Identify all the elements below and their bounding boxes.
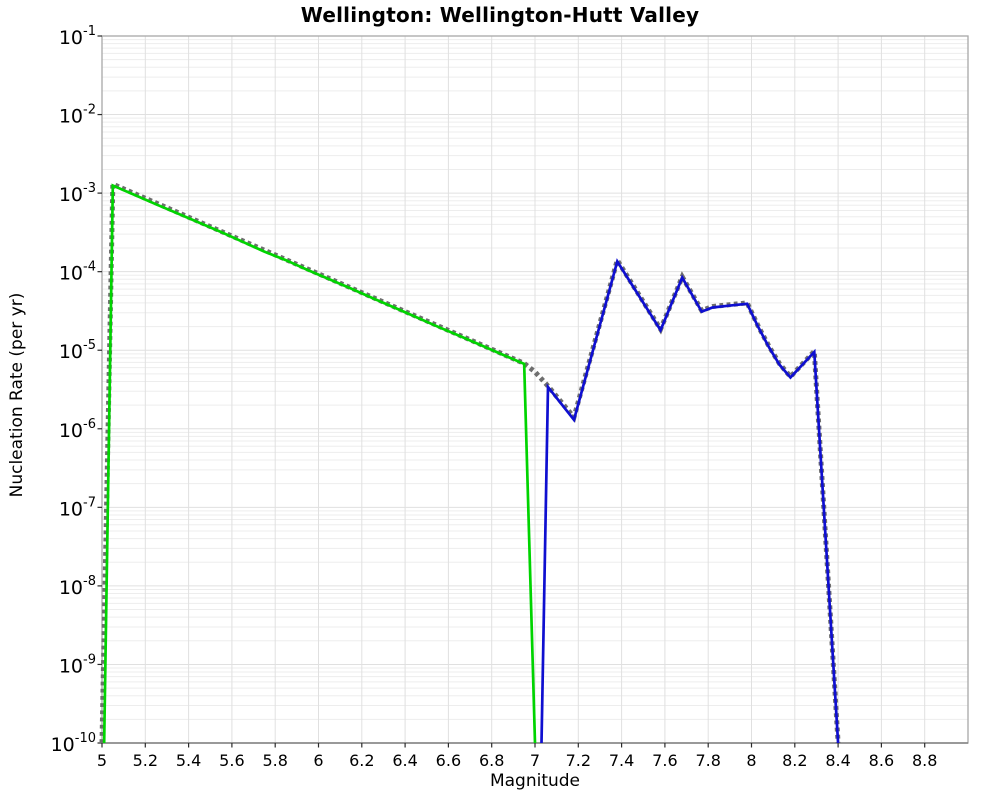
x-tick-label: 5 bbox=[97, 751, 107, 770]
y-tick-label: 10-1 bbox=[59, 24, 96, 49]
x-tick-label: 5.4 bbox=[176, 751, 201, 770]
x-tick-label: 5.8 bbox=[262, 751, 287, 770]
y-tick-label: 10-6 bbox=[59, 417, 96, 442]
x-axis-title: Magnitude bbox=[489, 771, 581, 791]
x-tick-label: 7 bbox=[530, 751, 540, 770]
x-tick-label: 7.4 bbox=[609, 751, 634, 770]
x-tick-label: 8.6 bbox=[869, 751, 894, 770]
x-tick-label: 7.2 bbox=[566, 751, 591, 770]
y-tick-label: 10-10 bbox=[51, 731, 96, 756]
y-tick-label: 10-3 bbox=[59, 181, 96, 206]
series-green-solid-line bbox=[102, 183, 537, 744]
y-tick-label: 10-7 bbox=[59, 495, 96, 520]
y-tick-label: 10-8 bbox=[59, 574, 96, 599]
y-tick-label: 10-2 bbox=[59, 103, 96, 128]
x-tick-label: 8.8 bbox=[912, 751, 937, 770]
x-tick-label: 6.8 bbox=[479, 751, 504, 770]
y-tick-label: 10-9 bbox=[59, 652, 96, 677]
series-blue-solid-line bbox=[540, 258, 840, 744]
x-tick-label: 5.6 bbox=[219, 751, 244, 770]
x-tick-label: 8.2 bbox=[782, 751, 807, 770]
y-tick-label: 10-4 bbox=[59, 260, 96, 285]
x-tick-label: 6.2 bbox=[349, 751, 374, 770]
x-tick-label: 6.6 bbox=[436, 751, 461, 770]
y-tick-label: 10-5 bbox=[59, 338, 96, 363]
x-tick-label: 6.4 bbox=[392, 751, 417, 770]
x-tick-label: 8 bbox=[746, 751, 756, 770]
x-tick-label: 5.2 bbox=[133, 751, 158, 770]
x-tick-label: 8.4 bbox=[825, 751, 850, 770]
x-tick-label: 7.8 bbox=[695, 751, 720, 770]
x-tick-label: 6 bbox=[313, 751, 323, 770]
chart-title: Wellington: Wellington-Hutt Valley bbox=[300, 3, 700, 27]
x-tick-label: 7.6 bbox=[652, 751, 677, 770]
